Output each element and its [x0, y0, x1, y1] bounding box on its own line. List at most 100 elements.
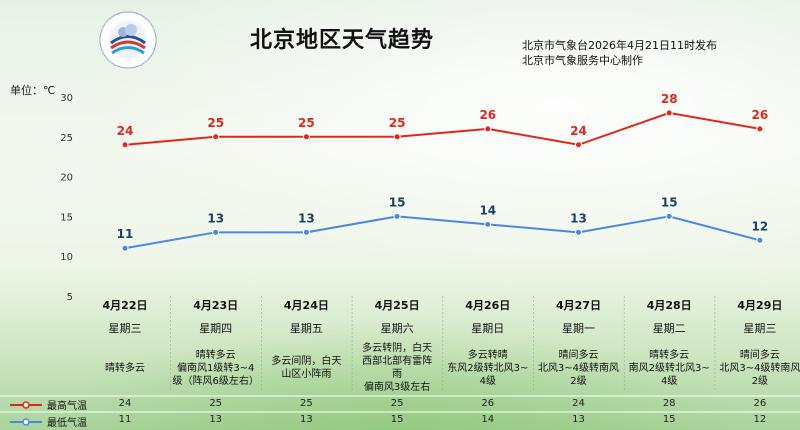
data-point-high: [756, 125, 764, 133]
legend-high: 最高气温: [8, 397, 87, 412]
low-temp-value: 13: [572, 414, 585, 425]
data-point-high: [212, 133, 220, 141]
weather-description: 多云转阴，白天 西部北部有雷阵 雨 偏南风3级左右: [353, 343, 441, 393]
data-label-low: 13: [298, 211, 315, 225]
high-temp-value: 28: [662, 398, 676, 409]
legend-high-marker-icon: [10, 400, 42, 409]
weather-description-text: 晴间多云 北风3~4级转南风 2级: [537, 349, 620, 387]
weekday-label: 星期四: [199, 322, 233, 335]
data-point-low: [302, 228, 310, 236]
data-label-high: 24: [117, 124, 134, 138]
low-temp-value: 15: [662, 414, 676, 425]
weather-description: 晴转多云 南风2级转北风3~ 4级: [625, 343, 713, 393]
weather-description-text: 多云转阴，白天 西部北部有雷阵 雨 偏南风3级左右: [362, 343, 433, 393]
date-label: 4月29日: [737, 299, 783, 312]
data-point-low: [212, 228, 220, 236]
y-tick-label: 5: [67, 292, 73, 303]
date-label: 4月23日: [193, 299, 239, 312]
low-temp-value: 15: [390, 414, 404, 425]
data-point-low: [756, 236, 764, 244]
low-temp-value: 13: [209, 414, 223, 425]
low-temp-value: 11: [118, 414, 132, 425]
data-label-high: 28: [661, 92, 678, 106]
high-temp-value: 26: [481, 398, 495, 409]
data-label-low: 15: [389, 195, 406, 209]
weekday-label: 星期三: [108, 322, 142, 335]
date-label: 4月28日: [646, 299, 692, 312]
page-title: 北京地区天气趋势: [250, 28, 435, 53]
weather-description: 多云转晴 东风2级转北风3~ 4级: [444, 343, 532, 393]
publisher-line-2: 北京市气象服务中心制作: [522, 54, 643, 67]
y-tick-label: 15: [60, 212, 73, 223]
low-temp-value: 13: [300, 414, 313, 425]
high-temp-value: 24: [572, 398, 585, 409]
data-point-low: [575, 228, 582, 236]
legend-low-marker-icon: [10, 417, 42, 426]
date-label: 4月27日: [556, 299, 601, 312]
data-point-high: [393, 133, 401, 141]
weekday-label: 星期六: [380, 322, 414, 335]
high-temp-value: 25: [209, 398, 223, 409]
date-label: 4月22日: [102, 299, 148, 312]
data-label-low: 13: [570, 211, 587, 225]
data-point-high: [665, 109, 673, 117]
data-point-low: [665, 212, 673, 220]
data-point-low: [484, 220, 492, 228]
legend-high-label: 最高气温: [47, 401, 87, 412]
legend-low: 最低气温: [8, 414, 87, 429]
data-label-high: 24: [570, 124, 587, 138]
y-tick-label: 20: [60, 173, 73, 184]
weather-description-text: 多云转晴 东风2级转北风3~ 4级: [447, 349, 529, 387]
data-point-high: [302, 133, 310, 141]
high-temp-value: 25: [390, 398, 404, 409]
data-label-high: 25: [207, 116, 224, 130]
data-label-low: 14: [479, 203, 496, 217]
data-label-low: 11: [117, 227, 134, 241]
weekday-label: 星期日: [471, 322, 505, 335]
data-point-high: [575, 141, 582, 149]
weather-description-text: 晴转多云 南风2级转北风3~ 4级: [628, 349, 710, 387]
legend-low-label: 最低气温: [47, 418, 87, 429]
data-label-high: 26: [479, 108, 496, 122]
low-temp-value: 12: [753, 414, 767, 425]
weather-description: 晴间多云 北风3~4级转南风 2级: [716, 343, 800, 393]
weekday-label: 星期一: [562, 322, 595, 335]
publisher-line-1: 北京市气象台2026年4月21日11时发布: [522, 39, 717, 52]
date-label: 4月24日: [283, 299, 329, 312]
y-tick-label: 30: [60, 93, 73, 104]
high-temp-value: 25: [300, 398, 313, 409]
data-point-low: [393, 212, 401, 220]
date-label: 4月25日: [374, 299, 420, 312]
date-label: 4月26日: [465, 299, 511, 312]
y-tick-label: 10: [60, 252, 73, 263]
data-label-low: 12: [752, 219, 769, 233]
high-temp-value: 24: [118, 398, 132, 409]
weekday-label: 星期二: [652, 322, 686, 335]
data-label-high: 25: [298, 116, 315, 130]
series-line-low: [124, 215, 761, 250]
data-point-low: [121, 244, 129, 252]
data-label-high: 25: [389, 116, 406, 130]
low-temp-value: 14: [481, 414, 495, 425]
weather-description: 多云间阴，白天 山区小阵雨: [262, 343, 350, 393]
weather-description: 晴间多云 北风3~4级转南风 2级: [535, 343, 623, 393]
weather-description-text: 多云间阴，白天 山区小阵雨: [271, 356, 342, 380]
series-line-high: [124, 111, 761, 146]
data-label-low: 13: [207, 211, 224, 225]
weather-description-text: 晴转多云 偏南风1级转3~4 级（阵风6级左右）: [172, 349, 259, 387]
unit-label: 单位：℃: [10, 84, 56, 97]
weather-description: 晴转多云: [81, 343, 169, 393]
data-point-high: [121, 141, 129, 149]
y-tick-label: 25: [60, 133, 73, 144]
high-temp-value: 26: [753, 398, 767, 409]
data-label-high: 26: [752, 108, 769, 122]
publisher-info: 北京市气象台2026年4月21日11时发布 北京市气象服务中心制作: [522, 38, 717, 68]
weekday-label: 星期三: [743, 322, 777, 335]
weekday-label: 星期五: [289, 322, 323, 335]
meteorological-service-logo-icon: [99, 11, 157, 69]
weather-description: 晴转多云 偏南风1级转3~4 级（阵风6级左右）: [172, 343, 260, 393]
data-point-high: [484, 125, 492, 133]
weather-description-text: 晴间多云 北风3~4级转南风 2级: [719, 349, 800, 387]
